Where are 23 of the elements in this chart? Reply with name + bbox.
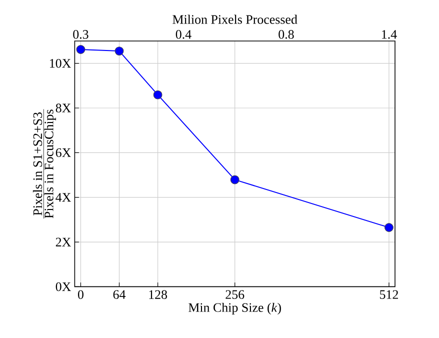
x2-axis-title: Milion Pixels Processed <box>172 14 298 24</box>
x-tick-label: 0 <box>78 290 84 299</box>
y-tick-label: 2X <box>56 238 71 246</box>
y-tick-label: 6X <box>56 148 71 158</box>
x-axis-title: Min Chip Size (k) <box>188 302 281 315</box>
point <box>114 46 124 56</box>
point <box>384 223 394 232</box>
text: 0.3 <box>73 30 88 39</box>
y-tick-label: 4X <box>56 193 71 202</box>
x-tick-label: 64 <box>113 290 126 299</box>
x-tick-label: 128 <box>149 290 168 299</box>
text: 0.8 <box>278 30 294 39</box>
point <box>153 90 162 100</box>
x-tick-label: 512 <box>380 290 398 299</box>
text: 0.4 <box>176 30 192 39</box>
x-tick-label: 256 <box>226 290 244 299</box>
y-tick-label: 10X <box>50 58 71 68</box>
point <box>76 45 86 54</box>
y-axis-title: $\frac{\mbox{Pixels in S1+S2+S3}}{\mbox{Pixels in FocusChips}}$ <box>32 109 56 219</box>
text: 1.4 <box>382 30 397 39</box>
y-tick-label: 0X <box>56 282 71 292</box>
y-tick-label: 8X <box>56 104 71 112</box>
point <box>230 175 240 184</box>
